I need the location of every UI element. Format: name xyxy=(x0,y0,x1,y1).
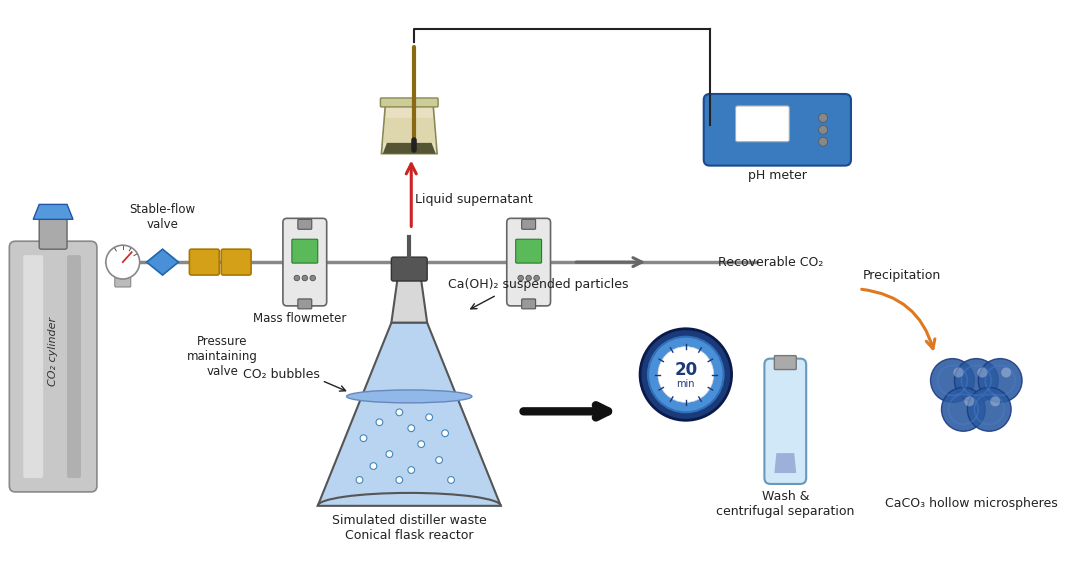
Text: Simulated distiller waste
Conical flask reactor: Simulated distiller waste Conical flask … xyxy=(332,514,487,541)
Circle shape xyxy=(819,113,827,122)
Text: pH meter: pH meter xyxy=(748,169,807,182)
Circle shape xyxy=(518,275,524,281)
FancyBboxPatch shape xyxy=(283,218,326,306)
Text: Ca(OH)₂ suspended particles: Ca(OH)₂ suspended particles xyxy=(448,278,629,291)
Circle shape xyxy=(426,414,433,421)
Polygon shape xyxy=(33,205,73,219)
Circle shape xyxy=(648,337,724,412)
Circle shape xyxy=(294,275,299,281)
Circle shape xyxy=(386,451,393,458)
Circle shape xyxy=(977,367,987,378)
Text: Pressure
maintaining
valve: Pressure maintaining valve xyxy=(187,335,258,378)
Polygon shape xyxy=(391,273,428,323)
Circle shape xyxy=(990,396,1000,407)
Text: Stable-flow
valve: Stable-flow valve xyxy=(130,204,195,231)
Polygon shape xyxy=(382,118,435,143)
FancyBboxPatch shape xyxy=(391,257,428,281)
FancyBboxPatch shape xyxy=(10,241,97,492)
Circle shape xyxy=(360,435,367,442)
FancyBboxPatch shape xyxy=(298,219,312,229)
FancyBboxPatch shape xyxy=(735,106,789,142)
Circle shape xyxy=(370,463,377,469)
FancyBboxPatch shape xyxy=(765,358,806,484)
FancyBboxPatch shape xyxy=(507,218,551,306)
Ellipse shape xyxy=(347,390,472,403)
FancyBboxPatch shape xyxy=(522,299,536,309)
Text: 20: 20 xyxy=(674,361,698,379)
Circle shape xyxy=(819,125,827,134)
Circle shape xyxy=(942,387,985,431)
Text: Recoverable CO₂: Recoverable CO₂ xyxy=(717,256,823,269)
Circle shape xyxy=(396,477,403,483)
Circle shape xyxy=(534,275,539,281)
FancyBboxPatch shape xyxy=(67,255,81,478)
Circle shape xyxy=(396,409,403,416)
FancyBboxPatch shape xyxy=(221,249,251,275)
Circle shape xyxy=(442,430,448,437)
FancyBboxPatch shape xyxy=(292,239,318,263)
Text: CO₂ bubbles: CO₂ bubbles xyxy=(243,368,321,381)
FancyBboxPatch shape xyxy=(522,219,536,229)
Circle shape xyxy=(658,346,714,403)
Text: Wash &
centrifugal separation: Wash & centrifugal separation xyxy=(716,490,854,518)
Circle shape xyxy=(408,425,415,431)
Circle shape xyxy=(310,275,315,281)
Text: Liquid supernatant: Liquid supernatant xyxy=(415,193,532,206)
FancyBboxPatch shape xyxy=(516,239,541,263)
Circle shape xyxy=(954,367,963,378)
Circle shape xyxy=(931,358,974,403)
Circle shape xyxy=(408,467,415,473)
Circle shape xyxy=(448,477,455,483)
Circle shape xyxy=(526,275,531,281)
Circle shape xyxy=(955,358,998,403)
FancyBboxPatch shape xyxy=(189,249,219,275)
Polygon shape xyxy=(381,102,437,154)
FancyBboxPatch shape xyxy=(704,94,851,166)
Polygon shape xyxy=(774,453,796,473)
FancyBboxPatch shape xyxy=(39,217,67,249)
Text: CO₂ cylinder: CO₂ cylinder xyxy=(49,317,58,386)
Circle shape xyxy=(302,275,308,281)
FancyBboxPatch shape xyxy=(24,255,43,478)
Text: Precipitation: Precipitation xyxy=(863,269,941,282)
Circle shape xyxy=(376,419,382,426)
Text: CaCO₃ hollow microspheres: CaCO₃ hollow microspheres xyxy=(885,497,1057,510)
Polygon shape xyxy=(382,143,435,154)
Circle shape xyxy=(968,387,1011,431)
Circle shape xyxy=(418,441,424,447)
Text: min: min xyxy=(676,379,696,390)
Circle shape xyxy=(356,477,363,483)
Circle shape xyxy=(435,456,443,463)
Circle shape xyxy=(1001,367,1011,378)
FancyBboxPatch shape xyxy=(380,98,438,107)
Circle shape xyxy=(819,137,827,146)
Polygon shape xyxy=(318,323,501,506)
Circle shape xyxy=(978,358,1022,403)
Circle shape xyxy=(640,329,731,420)
FancyBboxPatch shape xyxy=(298,299,312,309)
Circle shape xyxy=(106,245,139,279)
FancyBboxPatch shape xyxy=(114,269,131,287)
Circle shape xyxy=(964,396,974,407)
Polygon shape xyxy=(147,249,178,275)
FancyBboxPatch shape xyxy=(774,356,796,370)
Text: Mass flowmeter: Mass flowmeter xyxy=(253,312,347,325)
